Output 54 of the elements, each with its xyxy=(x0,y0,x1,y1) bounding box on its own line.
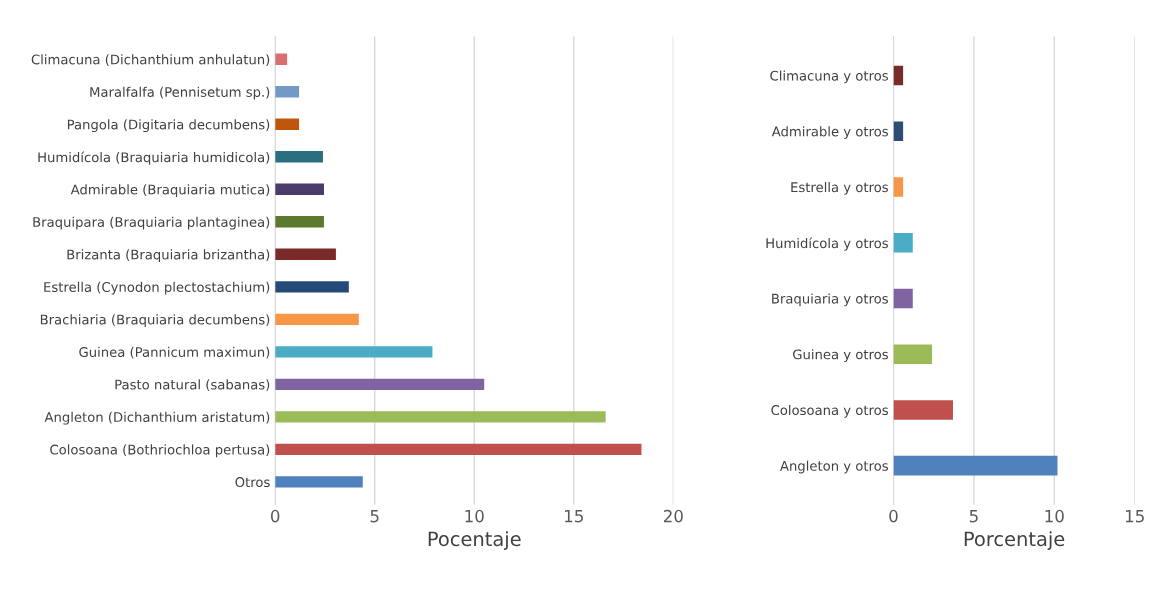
bar xyxy=(275,411,606,423)
y-tick-label: Maralfalfa (Pennisetum sp.) xyxy=(90,86,270,100)
x-tick-label: 15 xyxy=(565,510,583,523)
bar xyxy=(275,248,336,260)
bar xyxy=(893,121,904,141)
y-tick-label: Brachiaria (Braquiaria decumbens) xyxy=(40,314,270,328)
bar xyxy=(275,281,349,293)
bar xyxy=(893,288,913,309)
bar xyxy=(275,476,363,488)
bar xyxy=(275,443,642,456)
bar xyxy=(275,378,485,391)
x-tick-label: 5 xyxy=(969,510,978,523)
x-axis-title: Porcentaje xyxy=(964,531,1065,551)
x-tick-label: 20 xyxy=(663,509,683,523)
y-tick-label: Angleton y otros xyxy=(780,460,888,474)
y-tick-label: Braquipara (Braquiaria plantaginea) xyxy=(33,216,270,230)
y-tick-label: Angleton (Dichanthium aristatum) xyxy=(44,411,270,425)
y-tick-label: Climacuna (Dichanthium anhulatun) xyxy=(31,54,270,66)
x-tick-label: 10 xyxy=(1045,509,1064,523)
x-tick-label: 10 xyxy=(465,509,484,523)
bar xyxy=(275,183,324,195)
y-tick-label: Guinea y otros xyxy=(793,349,888,362)
bar xyxy=(893,65,904,86)
y-tick-label: Colosoana y otros xyxy=(771,404,888,418)
y-tick-label: Admirable (Braquiaria mutica) xyxy=(70,184,270,198)
bar xyxy=(275,313,359,326)
y-tick-label: Otros xyxy=(235,477,270,488)
y-tick-label: Estrella y otros xyxy=(791,181,888,195)
x-tick-label: 0 xyxy=(889,509,898,523)
y-tick-label: Colosoana (Bothriochloa pertusa) xyxy=(50,444,270,458)
bar xyxy=(893,400,953,420)
y-tick-label: Brizanta (Braquiaria brizantha) xyxy=(67,249,270,263)
y-tick-label: Pasto natural (sabanas) xyxy=(115,379,270,392)
y-tick-label: Braquiaria y otros xyxy=(772,293,888,307)
y-tick-label: Pangola (Digitaria decumbens) xyxy=(67,119,270,133)
x-tick-label: 0 xyxy=(270,509,280,523)
bar xyxy=(275,346,433,358)
bar xyxy=(893,232,913,253)
y-tick-label: Estrella (Cynodon plectostachium) xyxy=(44,281,270,295)
y-tick-label: Climacuna y otros xyxy=(770,70,888,84)
y-tick-label: Admirable y otros xyxy=(771,126,888,139)
x-axis-title: Pocentaje xyxy=(428,531,521,551)
bar xyxy=(275,151,323,163)
y-tick-label: Humidícola y otros xyxy=(766,237,888,251)
y-tick-label: Guinea (Pannicum maximun) xyxy=(79,346,270,359)
x-tick-label: 15 xyxy=(1125,510,1144,523)
bar xyxy=(893,177,904,197)
bar xyxy=(275,118,300,130)
x-tick-label: 5 xyxy=(370,510,379,523)
bar xyxy=(275,216,324,228)
bar xyxy=(275,86,300,98)
y-tick-label: Humidícola (Braquiaria humidicola) xyxy=(38,151,270,165)
bar xyxy=(893,344,933,364)
bar xyxy=(893,455,1058,476)
